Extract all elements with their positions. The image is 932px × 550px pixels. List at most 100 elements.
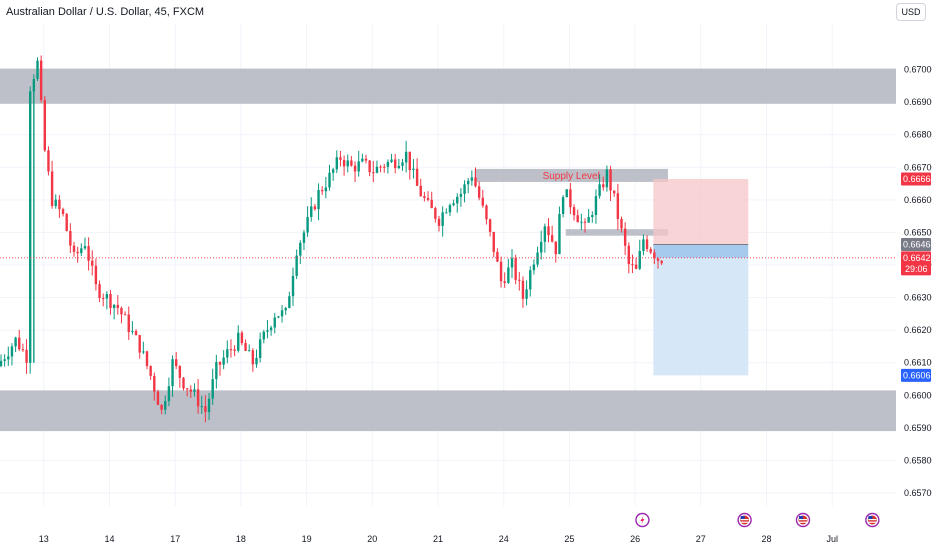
candle-up	[0, 360, 3, 366]
x-tick-label: 18	[236, 534, 246, 544]
candle-up	[357, 161, 360, 172]
candle-up	[226, 349, 229, 358]
candle-down	[372, 172, 375, 174]
candle-up	[404, 151, 408, 163]
take-profit-area[interactable]	[653, 257, 749, 376]
candle-up	[80, 248, 83, 254]
candle-down	[602, 184, 605, 188]
candle-down	[623, 228, 627, 246]
candle-down	[94, 265, 98, 285]
candle-down	[116, 304, 119, 308]
candle-up	[642, 239, 645, 252]
candle-down	[69, 230, 72, 246]
candle-down	[616, 193, 620, 219]
candle-down	[120, 307, 123, 315]
candle-down	[76, 251, 79, 254]
candle-down	[160, 404, 163, 410]
candle-down	[244, 343, 247, 351]
candle-down	[65, 213, 68, 231]
flag-stripe	[799, 521, 807, 523]
candle-down	[419, 185, 422, 197]
candle-down	[58, 199, 61, 210]
candle-down	[178, 366, 182, 378]
zone-resistance	[0, 68, 896, 104]
candle-down	[554, 241, 557, 255]
candle-down	[415, 168, 419, 186]
candle-down	[123, 314, 127, 316]
price-badge	[901, 251, 931, 276]
candle-down	[653, 252, 656, 259]
candle-down	[149, 366, 152, 376]
zones: Supply Level	[0, 68, 896, 432]
stop-loss-area[interactable]	[653, 179, 749, 245]
candle-down	[572, 207, 576, 216]
short-position-tool[interactable]	[653, 179, 749, 376]
candles	[0, 55, 663, 423]
price-badge-label: 0.66463	[903, 239, 932, 249]
open-profit-area[interactable]	[653, 244, 749, 258]
flag-canton	[740, 516, 745, 519]
x-tick-label: 28	[761, 534, 771, 544]
candle-down	[481, 197, 484, 206]
flag-stripe	[740, 519, 749, 521]
candle-up	[131, 331, 134, 333]
candle-up	[142, 351, 145, 353]
candle-up	[638, 251, 641, 269]
candle-down	[240, 332, 244, 344]
candle-up	[375, 166, 379, 173]
currency-button[interactable]: USD	[896, 3, 926, 21]
candle-down	[189, 389, 192, 392]
candle-down	[634, 264, 638, 269]
lightning-bolt	[640, 516, 645, 524]
candle-down	[109, 294, 112, 309]
candle-down	[25, 349, 28, 363]
flag-stripe	[740, 521, 749, 523]
candle-up	[463, 184, 466, 194]
zone-supply	[474, 168, 668, 182]
candle-down	[21, 349, 25, 351]
candle-down	[91, 260, 94, 266]
candle-up	[386, 161, 390, 167]
candle-up	[258, 339, 262, 358]
candle-down	[423, 196, 426, 198]
candle-up	[277, 316, 280, 318]
candle-up	[29, 91, 32, 363]
candle-down	[353, 165, 357, 172]
x-tick-label: 26	[630, 534, 640, 544]
candle-up	[470, 177, 474, 181]
candle-up	[266, 330, 269, 332]
candle-down	[383, 166, 386, 168]
candle-down	[434, 208, 437, 219]
x-tick-label: 19	[302, 534, 312, 544]
candle-up	[456, 196, 459, 204]
candle-up	[269, 327, 273, 331]
candle-up	[401, 162, 404, 166]
candle-down	[426, 197, 430, 200]
candle-up	[14, 337, 17, 347]
candle-up	[598, 184, 601, 197]
candle-up	[273, 317, 276, 328]
x-tick-label: 17	[170, 534, 180, 544]
candle-up	[397, 165, 401, 169]
candle-down	[499, 261, 503, 282]
candle-up	[262, 331, 265, 340]
candle-up	[7, 356, 10, 360]
candle-down	[339, 157, 342, 160]
candle-down	[521, 280, 525, 299]
candle-up	[3, 359, 6, 361]
time-axis[interactable]: 13 14 17 18 19 20 21 24 25 26 27 28 Jul	[39, 534, 838, 544]
candle-down	[196, 389, 200, 407]
x-tick-label: 13	[39, 534, 49, 544]
flag-canton	[799, 516, 803, 519]
candle-down	[72, 245, 76, 252]
